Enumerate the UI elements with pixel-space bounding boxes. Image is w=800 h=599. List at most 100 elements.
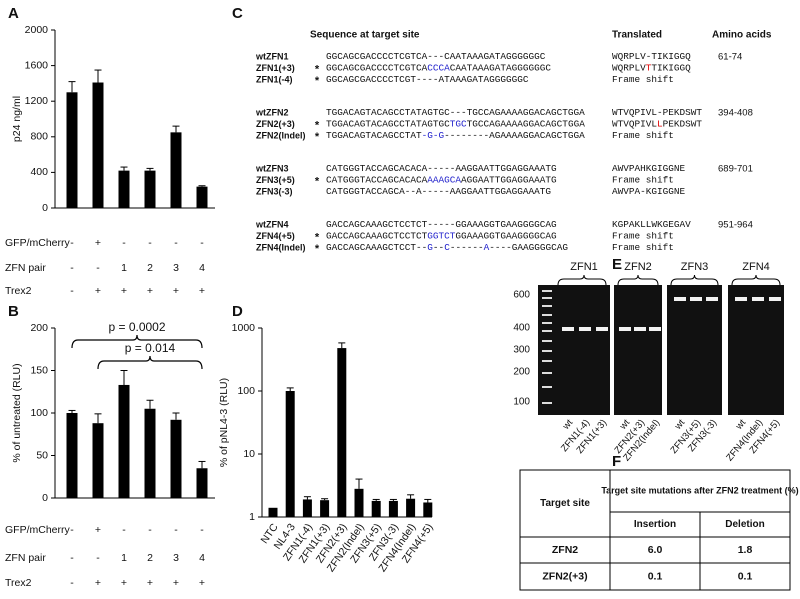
condition-value: +	[173, 285, 179, 297]
table-subheader: Deletion	[725, 519, 764, 530]
column-header: Translated	[612, 30, 662, 41]
translation: WTVQPIVLLPEKDSWT	[612, 119, 702, 130]
gel-band	[690, 297, 702, 301]
translation: WQRPLV-TIKIGGQ	[612, 51, 691, 62]
bar	[66, 413, 78, 498]
y-axis-label: % of pNL4-3 (RLU)	[218, 378, 230, 467]
sequence-segment: -G-G	[422, 130, 445, 141]
translation-segment: TIKIGGQ	[651, 63, 691, 74]
bar	[406, 498, 416, 517]
brace	[617, 274, 659, 286]
bar	[388, 500, 398, 517]
condition-value: -	[174, 237, 178, 249]
column-header: Sequence at target site	[310, 30, 420, 41]
sequence-segment: CATGGGTACCAGCACACA-----AAGGAATTGGAGGAAAT…	[326, 163, 557, 174]
gel-band	[596, 327, 608, 331]
translation: Frame shift	[612, 74, 674, 85]
bar	[337, 348, 347, 517]
condition-value: -	[70, 524, 74, 536]
table-border	[519, 469, 791, 591]
variant-name: ZFN1(-4)	[256, 74, 293, 84]
y-tick-label: 100	[237, 385, 255, 397]
condition-label: ZFN pair	[5, 262, 46, 274]
star: *	[315, 75, 320, 87]
variant-name: ZFN4(+5)	[256, 231, 295, 241]
condition-value: -	[70, 262, 74, 274]
y-tick-label: 800	[30, 131, 48, 143]
translation-segment: PEKDSWT	[663, 119, 703, 130]
sequence: CATGGGTACCAGCA--A-----AAGGAATTGGAGGAAATG	[326, 186, 551, 197]
condition-value: 3	[173, 262, 179, 274]
y-axis-label: % of untreated (RLU)	[11, 363, 23, 462]
bar	[92, 82, 104, 208]
condition-value: +	[199, 577, 205, 589]
bar	[354, 488, 364, 517]
p-value: p = 0.0002	[108, 320, 165, 334]
sequence-segment: GGCAGCGACCCCTCGTCA	[326, 63, 428, 74]
panel-letter: D	[232, 303, 243, 320]
sequence-segment: AGGAATTGGAGGAAATG	[461, 175, 557, 186]
gel-title: ZFN2	[624, 261, 652, 273]
sequence-segment: C	[444, 242, 450, 253]
sequence: GACCAGCAAAGCTCCT--G--C------A----GAAGGGG…	[326, 242, 568, 253]
table-group-header: Target site mutations after ZFN2 treatme…	[601, 485, 798, 495]
gel-band	[619, 327, 631, 331]
translation: Frame shift	[612, 175, 674, 186]
y-axis-label: p24 ng/ml	[11, 96, 23, 142]
ladder-label: 100	[513, 397, 530, 408]
sequence-segment: CCCA	[427, 63, 450, 74]
star: *	[315, 243, 320, 255]
y-tick-label: 50	[36, 449, 48, 461]
condition-value: +	[95, 237, 101, 249]
y-tick-label: 10	[243, 448, 255, 460]
p-value: p = 0.014	[125, 341, 176, 355]
bar	[170, 132, 182, 208]
variant-name: wtZFN4	[255, 219, 289, 229]
bar	[302, 499, 312, 517]
gel-image	[614, 285, 662, 415]
gel-image	[667, 285, 722, 415]
gel-band	[562, 327, 574, 331]
table-row-label: ZFN2(+3)	[542, 570, 587, 582]
translation-segment: WTVQPIVL	[612, 119, 657, 130]
translation: Frame shift	[612, 130, 674, 141]
translation-segment: Frame shift	[612, 231, 674, 242]
translation-segment: AWVPAHKGIGGNE	[612, 163, 686, 174]
variant-name: wtZFN3	[255, 163, 289, 173]
condition-value: +	[121, 285, 127, 297]
variant-name: ZFN3(-3)	[256, 186, 293, 196]
variant-name: wtZFN2	[255, 107, 289, 117]
condition-value: +	[173, 577, 179, 589]
table-cell: 0.1	[648, 570, 663, 582]
translation-segment: KGPAKLLWKGEGAV	[612, 219, 691, 230]
brace	[557, 274, 607, 286]
ladder-band	[542, 330, 552, 332]
sequence-segment: GACCAGCAAAGCTCCTCT-----GGAAAGGTGAAGGGGCA…	[326, 219, 557, 230]
sequence-segment: TGGACAGTACAGCCTAT	[326, 130, 422, 141]
bar	[92, 423, 104, 498]
sequence: GGCAGCGACCCCTCGTCA---CAATAAAGATAGGGGGGC	[326, 51, 546, 62]
condition-value: -	[174, 524, 178, 536]
bar	[196, 186, 208, 208]
panel-letter: B	[8, 303, 19, 320]
ladder-band	[542, 386, 552, 388]
bar	[170, 419, 182, 498]
condition-value: -	[148, 524, 152, 536]
translation-segment: Frame shift	[612, 242, 674, 253]
bracket	[97, 355, 203, 370]
sequence-segment: GGCAGCGACCCCTCGT----ATAAAGATAGGGGGGC	[326, 74, 529, 85]
translation-segment: L	[657, 119, 663, 130]
condition-value: -	[200, 237, 204, 249]
bar	[118, 170, 130, 208]
variant-name: ZFN4(Indel)	[256, 242, 306, 252]
ladder-band	[542, 402, 552, 404]
gel-band	[735, 297, 747, 301]
ladder-band	[542, 350, 552, 352]
condition-value: +	[95, 524, 101, 536]
sequence: GGCAGCGACCCCTCGTCACCCACAATAAAGATAGGGGGGC	[326, 63, 551, 74]
translation: WQRPLVTTIKIGGQ	[612, 63, 691, 74]
table-cell: 1.8	[738, 544, 753, 556]
sequence: CATGGGTACCAGCACACA-----AAGGAATTGGAGGAAAT…	[326, 163, 557, 174]
bar	[144, 170, 156, 208]
condition-value: 3	[173, 552, 179, 564]
